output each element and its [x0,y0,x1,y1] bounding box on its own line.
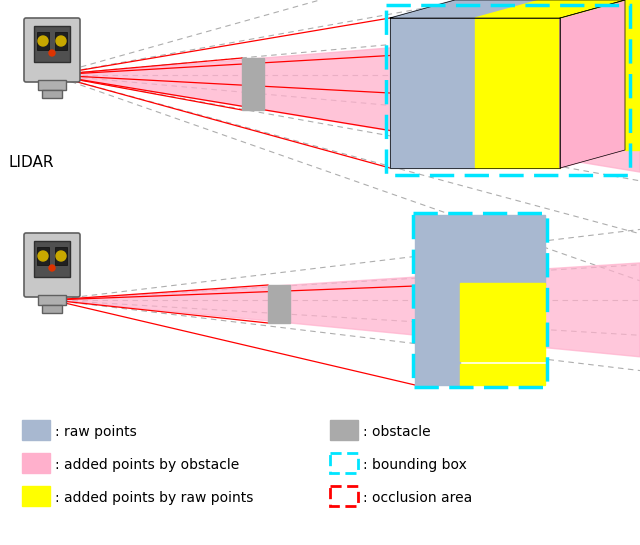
Polygon shape [475,0,625,18]
Bar [330,453,358,473]
Circle shape [49,50,55,56]
Bar [460,283,545,361]
Polygon shape [390,0,625,18]
Bar [55,247,67,265]
Bar [268,285,290,323]
Bar [34,26,70,62]
Polygon shape [52,263,640,357]
Bar [37,247,49,265]
Bar [242,58,264,110]
Text: : occlusion area: : occlusion area [363,491,472,505]
FancyBboxPatch shape [24,233,80,297]
Bar [330,486,358,506]
Text: LIDAR: LIDAR [8,155,54,170]
Bar [460,215,545,286]
Polygon shape [390,18,475,168]
Polygon shape [52,28,640,172]
Circle shape [38,251,48,261]
FancyBboxPatch shape [24,18,80,82]
Bar [22,420,50,440]
Bar [37,32,49,50]
Text: : added points by raw points: : added points by raw points [55,491,253,505]
Bar [34,241,70,277]
Bar [413,213,547,387]
Bar [415,286,460,385]
Polygon shape [625,0,640,150]
Text: : obstacle: : obstacle [363,425,431,439]
Text: : added points by obstacle: : added points by obstacle [55,458,239,472]
Bar [22,453,50,473]
Circle shape [38,36,48,46]
Bar [415,215,460,286]
Bar [22,486,50,506]
Bar [460,364,545,385]
Circle shape [56,36,66,46]
Text: : raw points: : raw points [55,425,137,439]
Bar [386,5,630,175]
Bar [38,80,66,90]
Bar [330,420,358,440]
Bar [55,32,67,50]
Bar [42,90,62,98]
Polygon shape [560,0,625,168]
Circle shape [56,251,66,261]
Bar [38,295,66,305]
Polygon shape [475,18,560,168]
Bar [42,305,62,313]
Text: : bounding box: : bounding box [363,458,467,472]
Circle shape [49,265,55,271]
